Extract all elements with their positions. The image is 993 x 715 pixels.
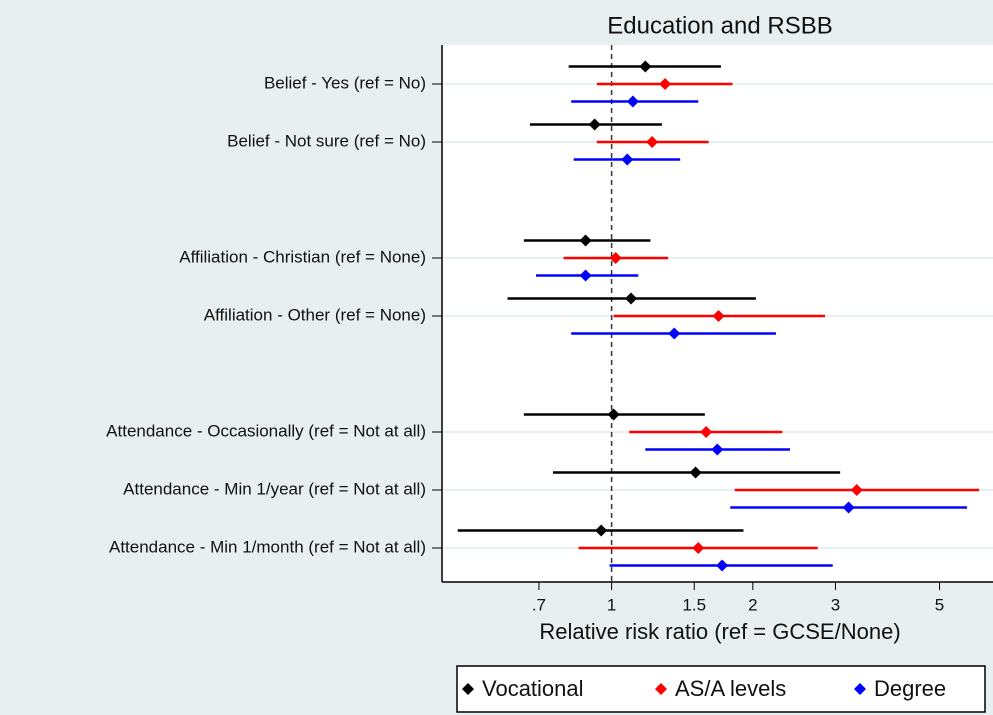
legend-box <box>456 665 986 713</box>
point-estimate <box>692 542 705 554</box>
point-estimate <box>579 234 592 247</box>
y-tick-label: Affiliation - Other (ref = None) <box>204 305 426 324</box>
y-tick-label: Attendance - Occasionally (ref = Not at … <box>106 421 426 440</box>
chart-title: Education and RSBB <box>607 12 832 39</box>
point-estimate <box>646 136 659 148</box>
x-tick-label: 1 <box>607 595 616 614</box>
point-estimate <box>607 408 620 421</box>
legend-marker <box>854 683 866 695</box>
point-estimate <box>711 443 724 456</box>
point-estimate <box>668 327 681 340</box>
point-estimate <box>609 252 622 264</box>
point-estimate <box>621 153 634 166</box>
x-tick-label: 2 <box>748 595 757 614</box>
y-tick-label: Attendance - Min 1/year (ref = Not at al… <box>123 479 426 498</box>
point-estimate <box>712 310 725 322</box>
legend-label: AS/A levels <box>675 676 786 701</box>
point-estimate <box>625 292 638 305</box>
point-estimate <box>689 466 702 479</box>
point-estimate <box>588 118 601 131</box>
point-estimate <box>595 524 608 537</box>
legend-label: Degree <box>874 676 946 701</box>
point-estimate <box>850 484 863 496</box>
y-tick-label: Attendance - Min 1/month (ref = Not at a… <box>109 537 426 556</box>
point-estimate <box>659 78 672 90</box>
x-tick-label: 3 <box>831 595 840 614</box>
legend-marker <box>655 683 667 695</box>
legend-label: Vocational <box>482 676 584 701</box>
x-tick-label: 5 <box>935 595 944 614</box>
point-estimate <box>626 95 639 108</box>
y-tick-label: Belief - Not sure (ref = No) <box>227 131 426 150</box>
point-estimate <box>579 269 592 282</box>
legend-marker <box>462 683 474 695</box>
x-tick-label: .7 <box>532 595 546 614</box>
point-estimate <box>639 60 652 73</box>
point-estimate <box>716 559 729 572</box>
point-estimate <box>700 426 713 438</box>
point-estimate <box>842 501 855 514</box>
x-tick-label: 1.5 <box>682 595 706 614</box>
y-tick-label: Affiliation - Christian (ref = None) <box>179 247 426 266</box>
y-tick-label: Belief - Yes (ref = No) <box>264 73 426 92</box>
x-axis-label: Relative risk ratio (ref = GCSE/None) <box>539 619 900 644</box>
